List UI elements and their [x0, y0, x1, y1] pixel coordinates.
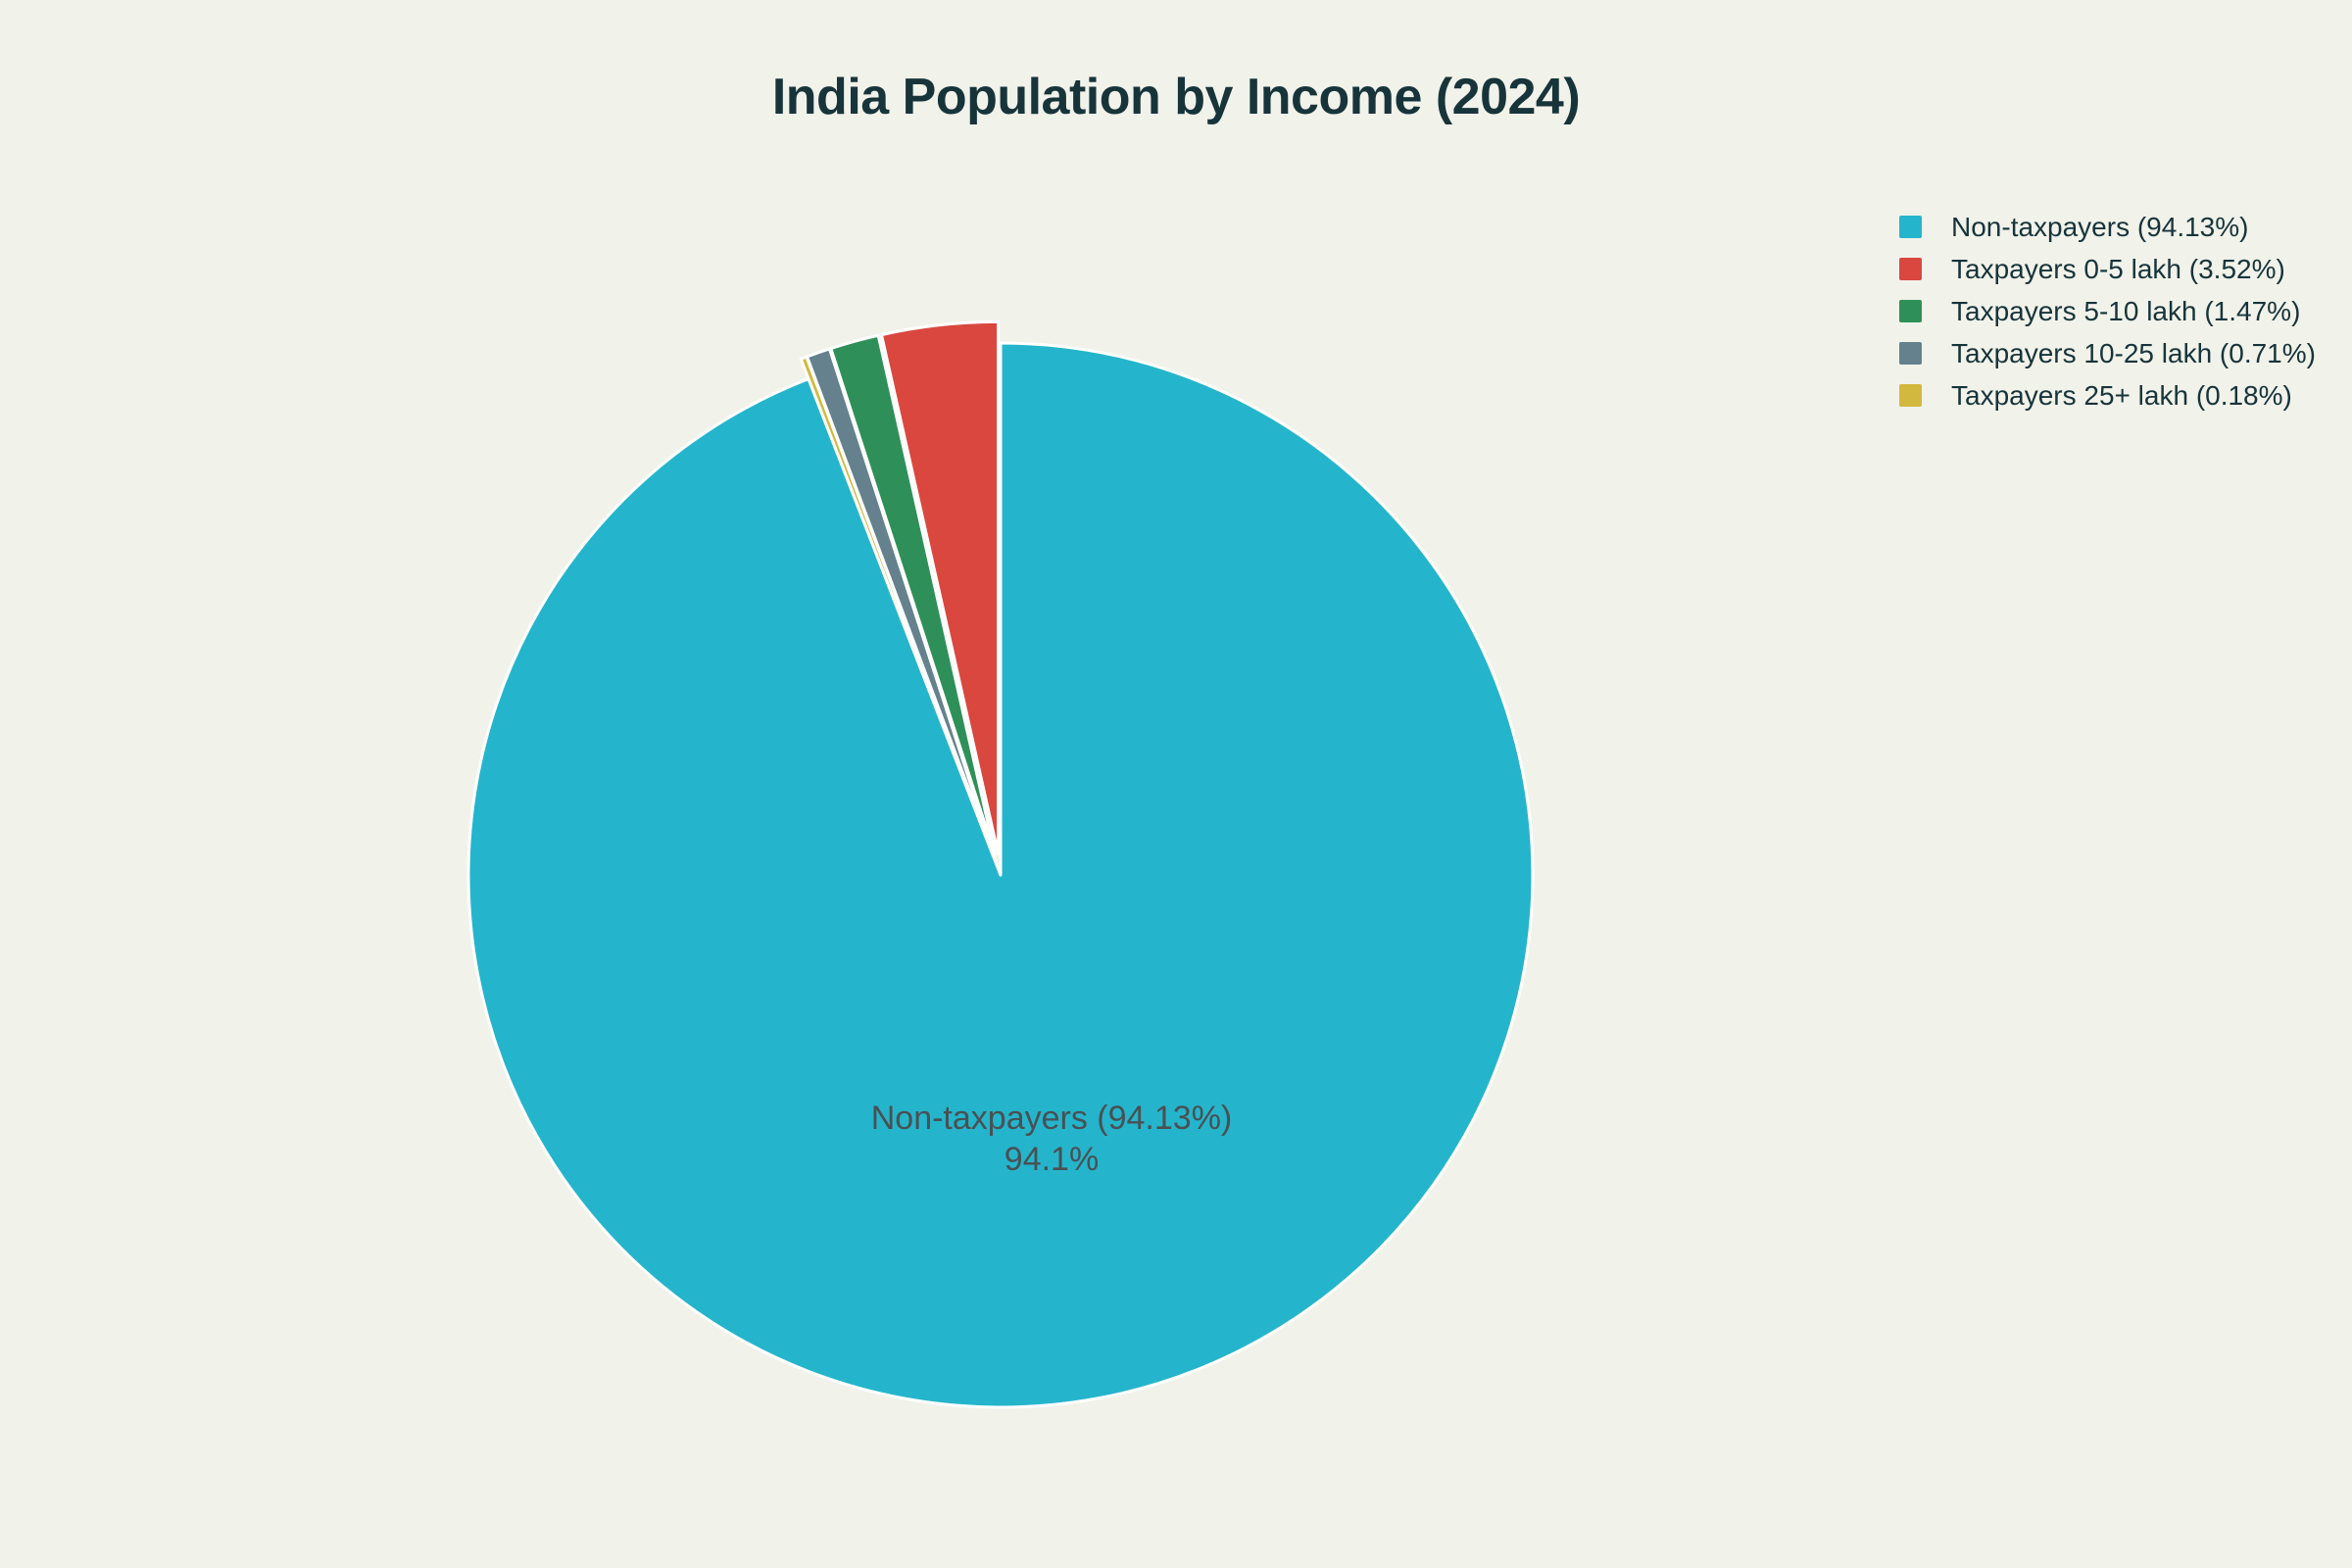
- legend-swatch-icon: [1899, 258, 1922, 280]
- legend: Non-taxpayers (94.13%) Taxpayers 0-5 lak…: [1899, 206, 2316, 416]
- legend-label: Taxpayers 10-25 lakh (0.71%): [1951, 337, 2316, 368]
- pie-slice-0[interactable]: [466, 341, 1535, 1409]
- legend-swatch-icon: [1899, 300, 1922, 322]
- legend-item-0[interactable]: Non-taxpayers (94.13%): [1899, 206, 2316, 248]
- legend-label: Taxpayers 0-5 lakh (3.52%): [1951, 253, 2285, 284]
- legend-item-4[interactable]: Taxpayers 25+ lakh (0.18%): [1899, 374, 2316, 416]
- legend-label: Taxpayers 25+ lakh (0.18%): [1951, 379, 2292, 411]
- pie-slice-4[interactable]: [799, 355, 995, 858]
- legend-item-1[interactable]: Taxpayers 0-5 lakh (3.52%): [1899, 248, 2316, 290]
- legend-swatch-icon: [1899, 384, 1922, 407]
- legend-swatch-icon: [1899, 342, 1922, 365]
- pie-slice-2[interactable]: [829, 333, 997, 857]
- pie-slice-1[interactable]: [880, 319, 1001, 856]
- legend-item-2[interactable]: Taxpayers 5-10 lakh (1.47%): [1899, 290, 2316, 332]
- legend-label: Non-taxpayers (94.13%): [1951, 211, 2249, 242]
- chart-title: India Population by Income (2024): [771, 69, 1581, 125]
- legend-label: Taxpayers 5-10 lakh (1.47%): [1951, 295, 2301, 326]
- legend-swatch-icon: [1899, 216, 1922, 238]
- legend-item-3[interactable]: Taxpayers 10-25 lakh (0.71%): [1899, 332, 2316, 374]
